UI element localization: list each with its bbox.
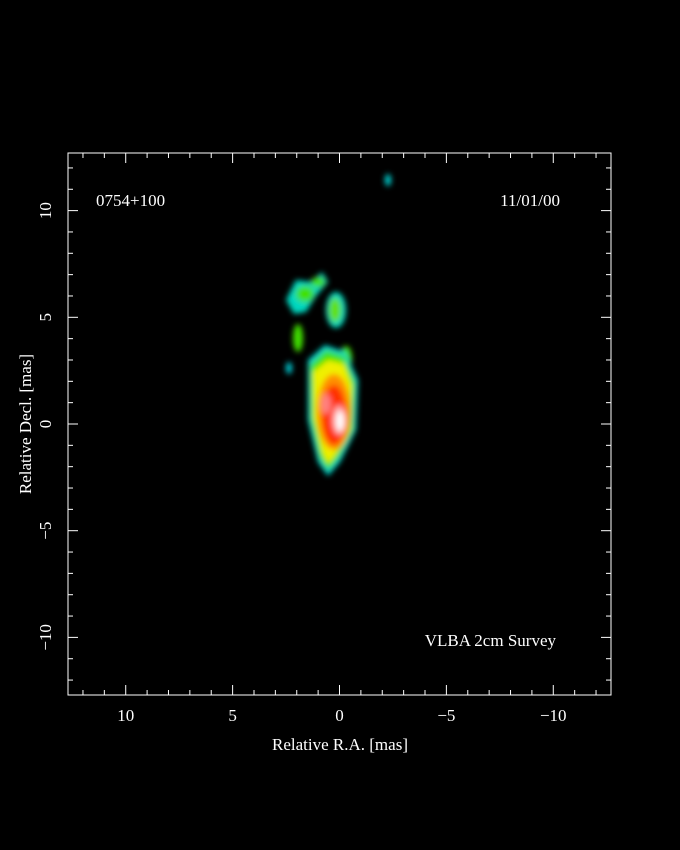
date-label: 11/01/00 bbox=[500, 191, 560, 210]
y-tick-label: 5 bbox=[36, 313, 55, 322]
y-tick-label: 10 bbox=[36, 202, 55, 219]
x-tick-label: −10 bbox=[540, 706, 567, 725]
y-tick-label: 0 bbox=[36, 420, 55, 429]
x-tick-label: 5 bbox=[228, 706, 237, 725]
survey-label: VLBA 2cm Survey bbox=[425, 631, 557, 650]
source-label: 0754+100 bbox=[96, 191, 165, 210]
y-tick-label: −5 bbox=[36, 522, 55, 540]
radio-map bbox=[286, 174, 391, 476]
x-tick-label: 0 bbox=[335, 706, 344, 725]
x-tick-label: −5 bbox=[437, 706, 455, 725]
y-tick-label: −10 bbox=[36, 624, 55, 651]
y-axis-label: Relative Decl. [mas] bbox=[16, 354, 35, 494]
x-axis-label: Relative R.A. [mas] bbox=[272, 735, 408, 754]
x-tick-label: 10 bbox=[117, 706, 134, 725]
